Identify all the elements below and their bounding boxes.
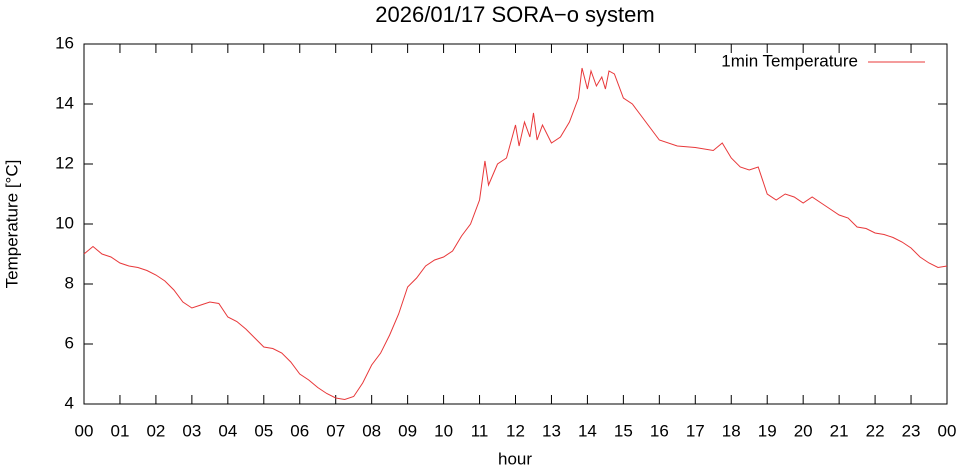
x-axis-label: hour (498, 449, 532, 468)
x-tick-label: 07 (326, 421, 345, 440)
x-tick-label: 23 (902, 421, 921, 440)
x-tick-label: 14 (578, 421, 597, 440)
y-tick-label: 10 (55, 213, 74, 232)
x-tick-label: 15 (614, 421, 633, 440)
x-tick-label: 06 (290, 421, 309, 440)
x-tick-label: 11 (471, 421, 489, 440)
x-tick-label: 03 (182, 421, 201, 440)
plot-frame (83, 43, 948, 405)
y-tick-label: 4 (65, 393, 74, 412)
x-tick-label: 17 (686, 421, 705, 440)
y-tick-label: 12 (55, 153, 74, 172)
x-tick-label: 04 (218, 421, 237, 440)
x-tick-label: 05 (254, 421, 273, 440)
x-tick-label: 12 (506, 421, 525, 440)
x-tick-label: 13 (542, 421, 561, 440)
x-tick-label: 18 (722, 421, 741, 440)
x-tick-label: 21 (830, 421, 849, 440)
y-tick-label: 14 (55, 93, 74, 112)
x-tick-label: 02 (146, 421, 165, 440)
x-tick-label: 22 (866, 421, 885, 440)
x-tick-label: 00 (938, 421, 957, 440)
chart-title: 2026/01/17 SORA−o system (375, 2, 654, 27)
x-tick-label: 16 (650, 421, 669, 440)
x-tick-label: 19 (758, 421, 777, 440)
x-tick-label: 10 (434, 421, 453, 440)
y-tick-label: 8 (65, 273, 74, 292)
x-tick-label: 01 (110, 421, 129, 440)
y-axis-label: Temperature [°C] (2, 160, 21, 289)
x-tick-label: 20 (794, 421, 813, 440)
y-tick-label: 16 (55, 33, 74, 52)
legend-label: 1min Temperature (721, 51, 858, 70)
x-tick-label: 09 (398, 421, 417, 440)
x-tick-label: 00 (75, 421, 94, 440)
temperature-line (83, 67, 948, 401)
x-tick-label: 08 (362, 421, 381, 440)
y-tick-label: 6 (65, 333, 74, 352)
